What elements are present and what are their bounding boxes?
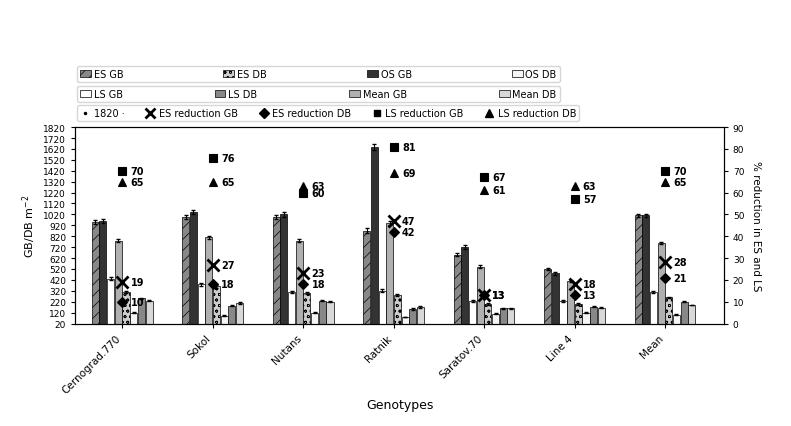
Bar	[590, 307, 597, 326]
Text: 21: 21	[673, 273, 687, 283]
Bar	[665, 298, 672, 326]
Bar	[304, 293, 311, 326]
Bar	[363, 231, 370, 326]
Bar	[311, 313, 318, 326]
Bar	[386, 224, 393, 326]
Bar	[575, 304, 582, 326]
Bar	[288, 292, 295, 326]
Text: 10: 10	[131, 297, 144, 307]
Bar	[92, 222, 99, 326]
Text: 65: 65	[131, 177, 144, 187]
Bar	[327, 302, 334, 326]
Bar	[650, 292, 657, 326]
Text: 61: 61	[492, 186, 506, 196]
Text: 60: 60	[312, 188, 325, 198]
Text: 67: 67	[492, 173, 506, 183]
Bar	[371, 147, 378, 326]
Bar	[453, 255, 460, 326]
Bar	[379, 291, 385, 326]
Text: 47: 47	[402, 216, 415, 226]
Text: 13: 13	[492, 291, 506, 300]
Y-axis label: % reduction in ES and LS: % reduction in ES and LS	[751, 161, 761, 291]
Bar	[417, 308, 424, 326]
Bar	[492, 314, 499, 326]
Bar	[598, 308, 605, 326]
Bar	[567, 281, 574, 326]
Text: 81: 81	[402, 142, 415, 153]
Bar	[402, 317, 409, 326]
Y-axis label: GB/DB m$^{-2}$: GB/DB m$^{-2}$	[20, 194, 38, 257]
Bar	[229, 306, 236, 326]
Bar	[213, 287, 220, 326]
X-axis label: Genotypes: Genotypes	[365, 398, 433, 411]
Bar	[280, 215, 287, 326]
Text: 13: 13	[492, 291, 506, 300]
Text: 18: 18	[221, 279, 235, 290]
Bar	[236, 303, 243, 326]
Bar	[552, 273, 558, 326]
Text: 70: 70	[673, 167, 687, 176]
Bar	[221, 316, 228, 326]
Bar	[688, 305, 695, 326]
Text: 19: 19	[131, 277, 144, 288]
Bar	[131, 313, 138, 326]
Text: 23: 23	[312, 269, 325, 279]
Bar	[657, 243, 664, 326]
Bar	[484, 304, 491, 326]
Bar	[642, 216, 649, 326]
Bar	[634, 216, 642, 326]
Text: 28: 28	[673, 258, 687, 268]
Text: 65: 65	[673, 177, 687, 187]
Bar	[319, 301, 326, 326]
Bar	[107, 279, 114, 326]
Text: 65: 65	[221, 177, 234, 187]
Text: 18: 18	[312, 279, 325, 290]
Text: 69: 69	[402, 169, 415, 178]
Text: 63: 63	[583, 181, 596, 192]
Bar	[138, 299, 145, 326]
Text: 13: 13	[583, 291, 596, 300]
Text: 70: 70	[131, 167, 144, 176]
Bar	[206, 238, 212, 326]
Text: 63: 63	[312, 181, 325, 192]
Bar	[273, 217, 280, 326]
Bar	[123, 292, 130, 326]
Legend: 1820 ·, ES reduction GB, ES reduction DB, LS reduction GB, LS reduction DB: 1820 ·, ES reduction GB, ES reduction DB…	[77, 106, 579, 122]
Bar	[582, 313, 589, 326]
Bar	[190, 213, 197, 326]
Bar	[544, 269, 551, 326]
Bar	[680, 302, 687, 326]
Bar	[477, 267, 484, 326]
Text: 42: 42	[402, 227, 415, 237]
Text: 76: 76	[221, 153, 234, 163]
Bar	[296, 241, 303, 326]
Bar	[409, 310, 416, 326]
Text: 57: 57	[583, 195, 596, 204]
Bar	[507, 308, 514, 326]
Bar	[146, 301, 153, 326]
Bar	[182, 217, 189, 326]
Bar	[115, 241, 122, 326]
Bar	[100, 222, 107, 326]
Bar	[500, 308, 507, 326]
Bar	[394, 296, 401, 326]
Bar	[461, 248, 468, 326]
Bar	[198, 285, 205, 326]
Bar	[673, 315, 680, 326]
Bar	[469, 301, 476, 326]
Text: 18: 18	[583, 279, 596, 290]
Text: 27: 27	[221, 260, 234, 270]
Bar	[559, 301, 566, 326]
